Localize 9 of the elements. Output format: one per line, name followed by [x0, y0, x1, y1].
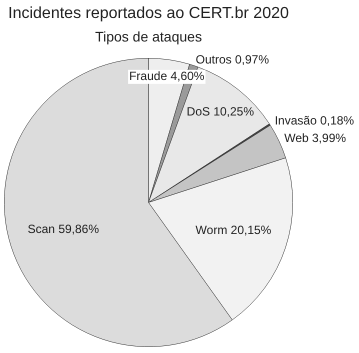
slice-label: Fraude 4,60% — [129, 69, 205, 84]
chart-title: Incidentes reportados ao CERT.br 2020 — [8, 5, 289, 22]
chart-subtitle: Tipos de ataques — [95, 28, 202, 44]
slice-label: Outros 0,97% — [196, 52, 270, 66]
slice-label: Scan 59,86% — [28, 222, 100, 236]
slice-label: Worm 20,15% — [196, 222, 272, 237]
slice-label: DoS 10,25% — [186, 104, 254, 118]
slice-label: Invasão 0,18% — [274, 114, 354, 128]
slice-label: Web 3,99% — [284, 130, 346, 145]
